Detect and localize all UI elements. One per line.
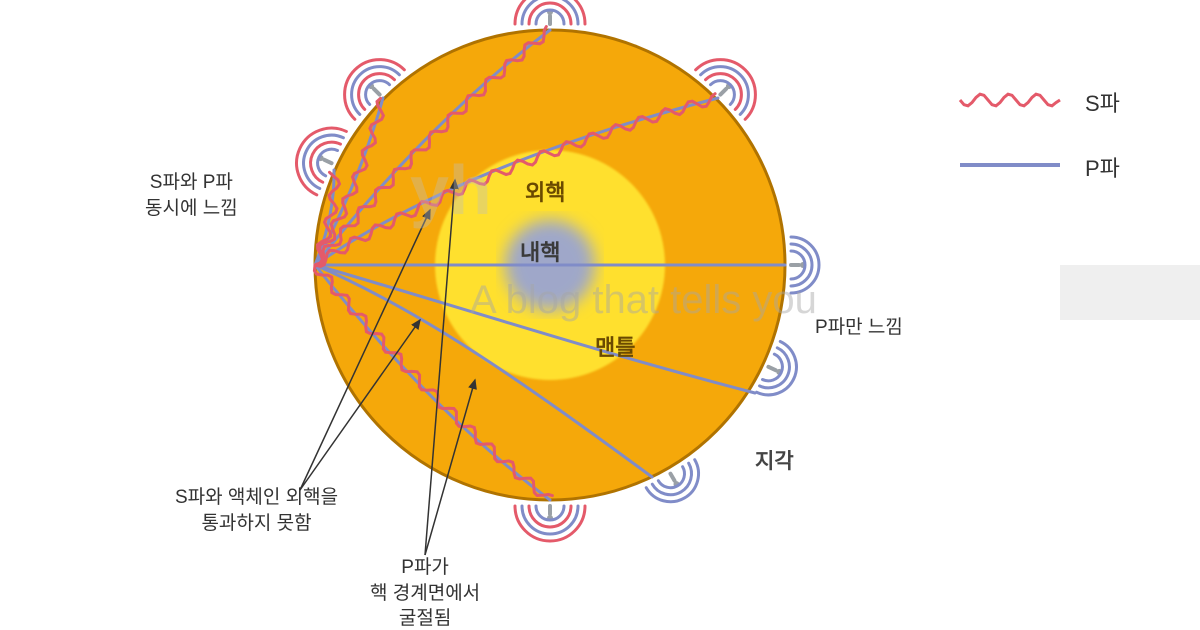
- annotation-p-refracted: P파가 핵 경계면에서 굴절됨: [370, 555, 480, 630]
- label-outer-core: 외핵: [525, 175, 565, 207]
- legend-s-line: [960, 94, 1060, 106]
- watermark-grey-box: [1060, 265, 1200, 320]
- seismograph-station: [789, 237, 819, 293]
- label-crust: 지각: [755, 445, 794, 475]
- annotation-s-blocked: S파와 액체인 외핵을 통과하지 못함: [175, 485, 338, 536]
- legend-s-label: S파: [1085, 86, 1120, 118]
- label-mantle: 맨틀: [595, 330, 635, 362]
- seismic-wave-diagram: 외핵 내핵 맨틀 지각 S파와 P파 동시에 느낌 P파만 느낌 S파와 액체인…: [0, 0, 1200, 630]
- seismograph-station: [515, 504, 585, 541]
- legend-p-label: P파: [1085, 151, 1120, 183]
- seismograph-station: [515, 0, 585, 26]
- annotation-p-only-felt: P파만 느낌: [815, 315, 903, 341]
- annotation-both-felt: S파와 P파 동시에 느낌: [145, 170, 238, 221]
- label-inner-core: 내핵: [520, 235, 560, 267]
